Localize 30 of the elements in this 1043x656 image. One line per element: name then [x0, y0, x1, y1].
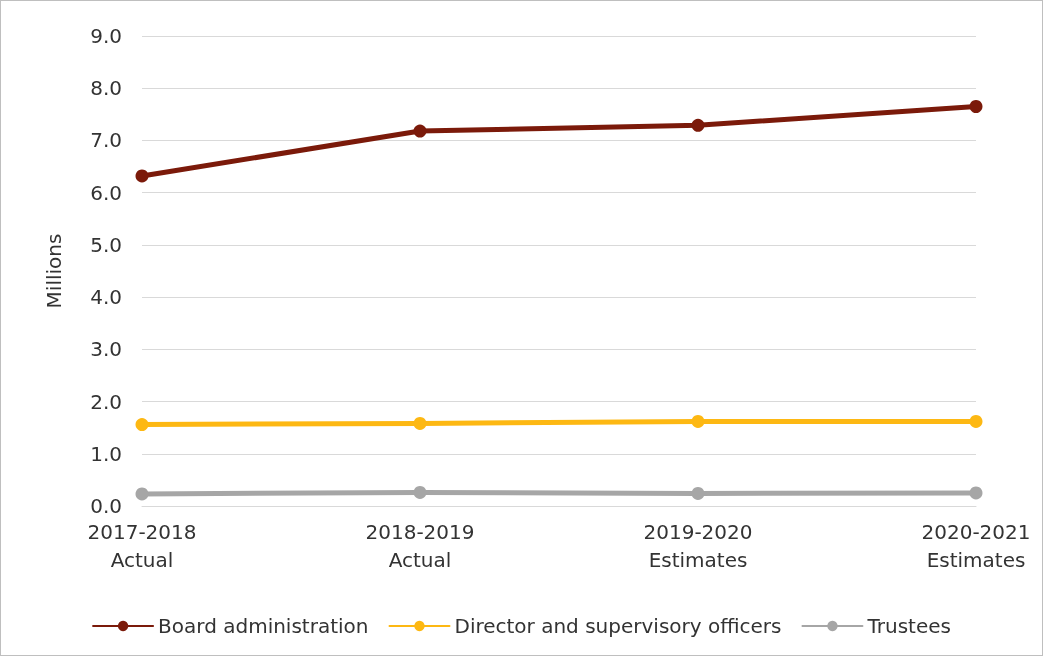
point	[413, 485, 427, 499]
x-tick-label: 2017-2018 Actual	[87, 520, 197, 572]
y-tick-label: 6.0	[90, 180, 122, 205]
y-tick-label: 1.0	[90, 441, 122, 466]
point	[969, 414, 983, 428]
point	[413, 416, 427, 430]
legend-label: Trustees	[866, 614, 951, 638]
point	[135, 418, 149, 432]
x-tick-label: 2018-2019 Actual	[365, 520, 475, 572]
point	[969, 486, 983, 500]
point	[413, 124, 427, 138]
y-tick-label: 5.0	[90, 232, 122, 257]
point	[691, 118, 705, 132]
y-tick-label: 8.0	[90, 76, 122, 101]
legend-label: Board administration	[158, 614, 369, 638]
y-tick-label: 9.0	[90, 24, 122, 48]
y-tick-label: 4.0	[90, 285, 122, 310]
point	[135, 169, 149, 183]
point	[691, 414, 705, 428]
y-tick-label: 2.0	[90, 389, 122, 414]
x-tick-label: 2019-2020 Estimates	[643, 520, 753, 572]
legend-label: Director and supervisory officers	[454, 614, 782, 638]
y-tick-label: 3.0	[90, 337, 122, 362]
point	[135, 487, 149, 501]
y-tick-label: 0.0	[90, 494, 122, 518]
y-axis-title: Millions	[42, 233, 66, 309]
point	[969, 100, 983, 113]
x-tick-label: 2020-2021 Estimates	[921, 520, 1031, 572]
y-tick-label: 7.0	[90, 128, 122, 153]
point	[691, 486, 705, 500]
